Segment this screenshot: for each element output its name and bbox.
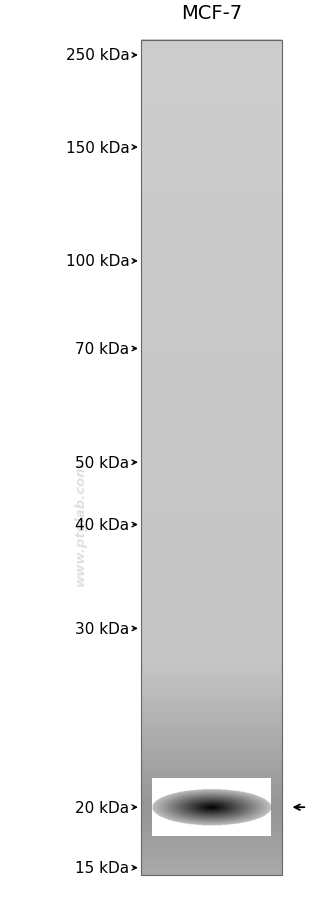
Text: www.ptglab.com: www.ptglab.com <box>74 461 86 585</box>
Text: 250 kDa: 250 kDa <box>66 49 130 63</box>
Text: 150 kDa: 150 kDa <box>66 141 130 155</box>
Text: 100 kDa: 100 kDa <box>66 254 130 269</box>
Text: 30 kDa: 30 kDa <box>75 621 130 636</box>
Bar <box>141 41 282 875</box>
Text: 50 kDa: 50 kDa <box>76 456 130 470</box>
Text: MCF-7: MCF-7 <box>180 4 242 23</box>
Text: 20 kDa: 20 kDa <box>76 800 130 815</box>
Text: 40 kDa: 40 kDa <box>76 518 130 532</box>
Text: 15 kDa: 15 kDa <box>76 861 130 875</box>
Text: 70 kDa: 70 kDa <box>76 342 130 356</box>
